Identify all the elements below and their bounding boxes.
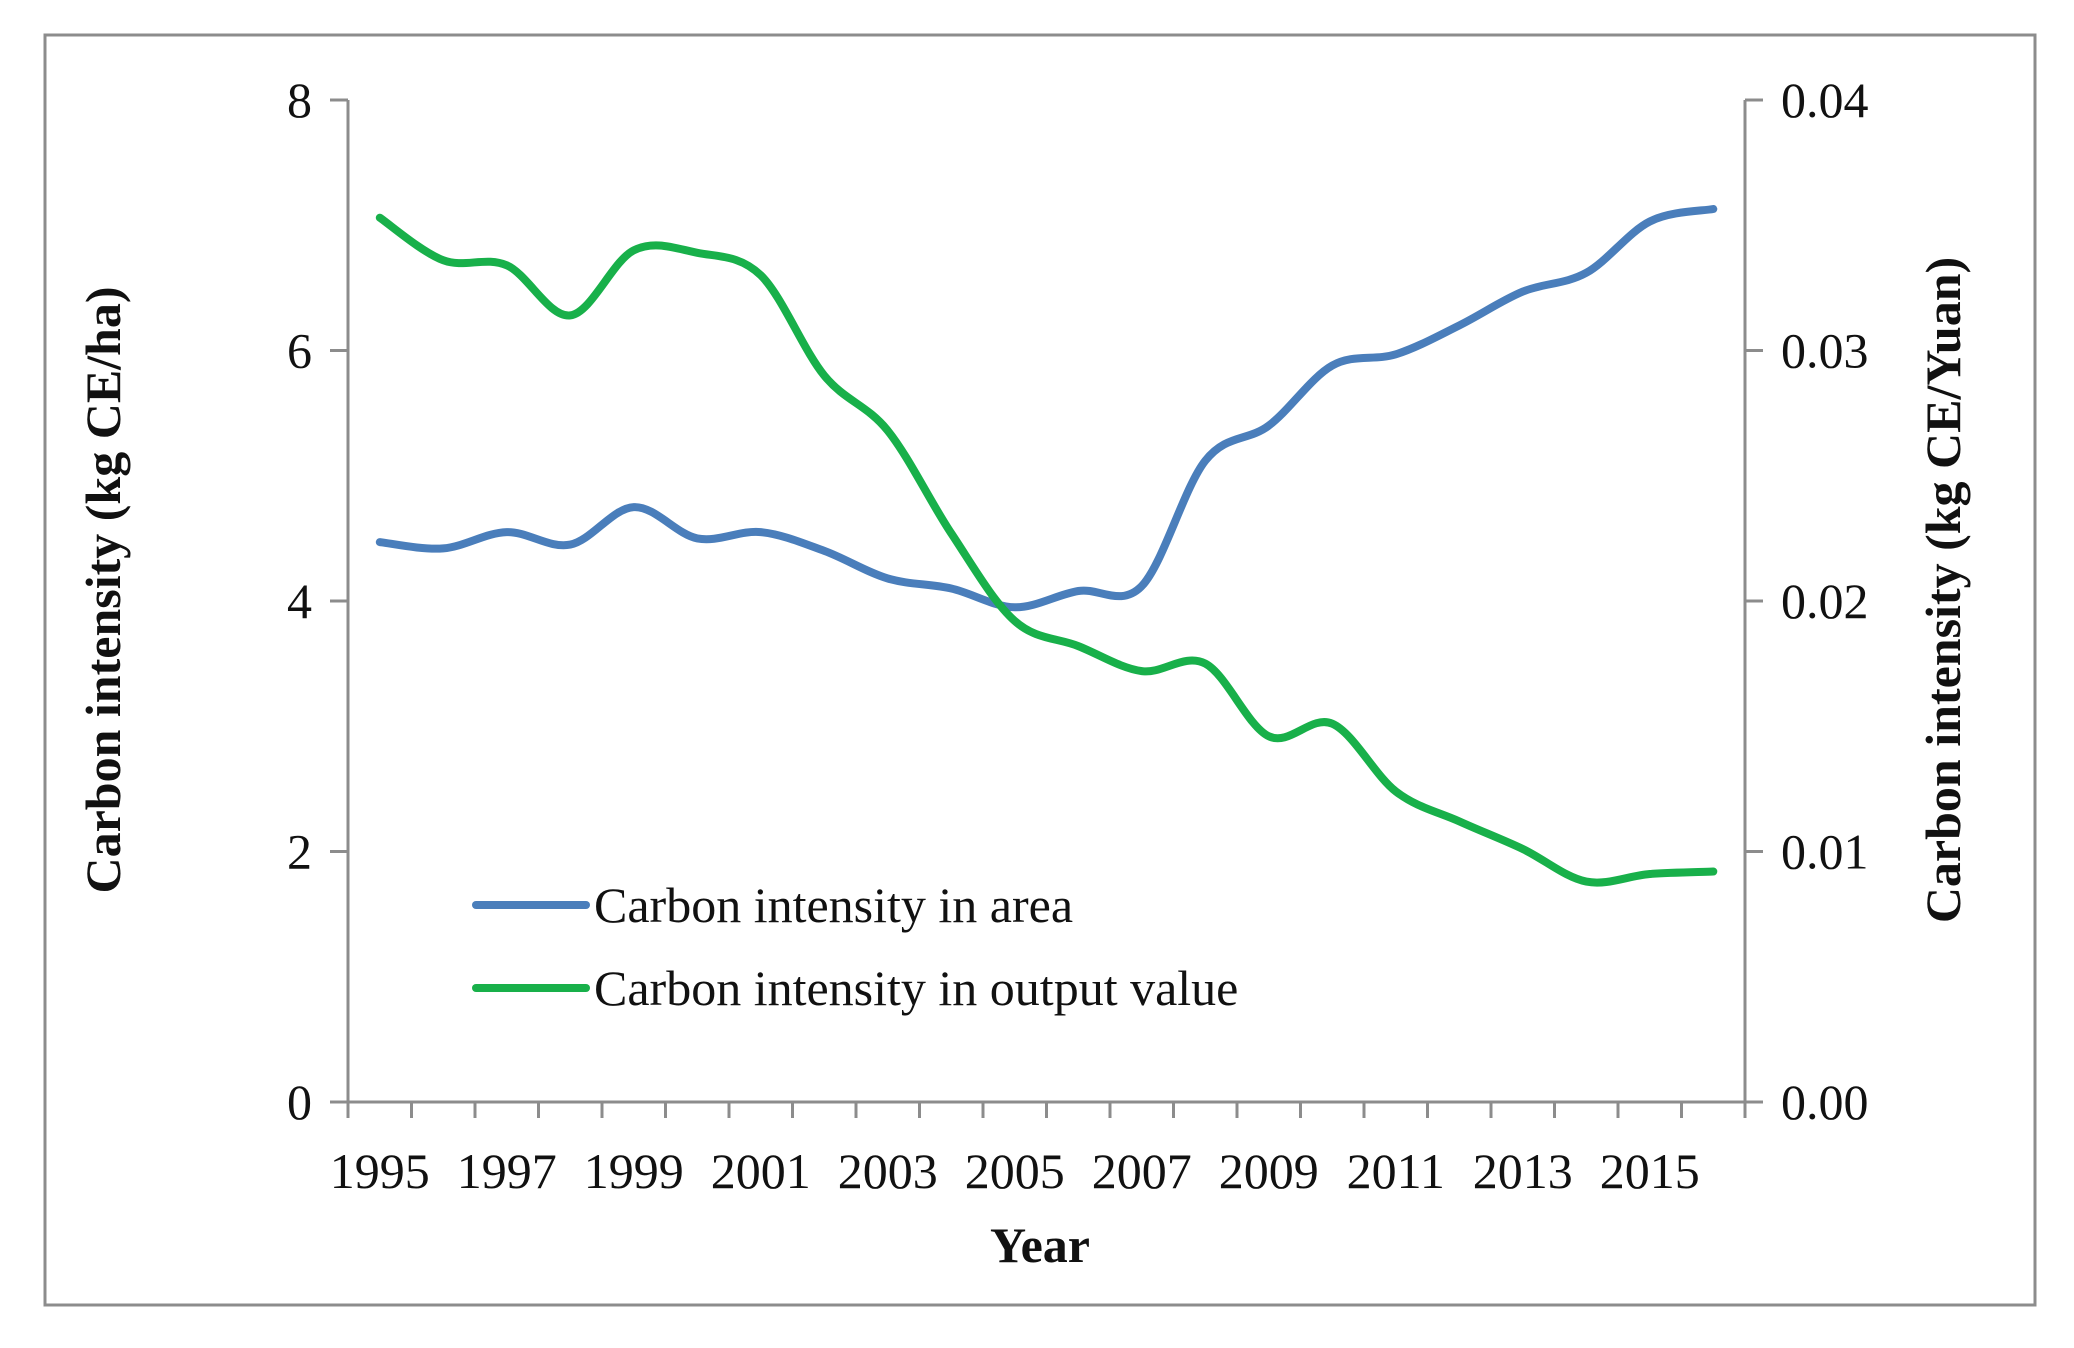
y2-tick-label: 0.01: [1781, 824, 1869, 880]
y-axis-title: Carbon intensity (kg CE/ha): [75, 286, 131, 893]
y-tick-label: 0: [287, 1074, 312, 1130]
x-tick-label: 2009: [1219, 1143, 1319, 1199]
y2-tick-label: 0.02: [1781, 573, 1869, 629]
x-tick-label: 1999: [584, 1143, 684, 1199]
x-tick-label: 2005: [965, 1143, 1065, 1199]
x-tick-label: 2003: [838, 1143, 938, 1199]
x-tick-label: 1997: [457, 1143, 557, 1199]
y-tick-label: 4: [287, 573, 312, 629]
y2-tick-label: 0.00: [1781, 1074, 1869, 1130]
legend: Carbon intensity in area Carbon intensit…: [472, 877, 1238, 1016]
legend-label-area: Carbon intensity in area: [594, 877, 1073, 933]
tick-labels: 0 2 4 6 8 0.00 0.01 0.02 0.03 0.04 1995 1997 1999 200…: [287, 72, 1869, 1199]
x-axis-title: Year: [990, 1217, 1090, 1273]
series-line-area: [375, 205, 1718, 612]
x-tick-label: 2007: [1092, 1143, 1192, 1199]
series-line-output-value: [375, 213, 1718, 887]
y-tick-label: 6: [287, 323, 312, 379]
y-tick-label: 8: [287, 72, 312, 128]
y2-axis-title: Carbon intensity (kg CE/Yuan): [1915, 257, 1971, 923]
y-tick-label: 2: [287, 824, 312, 880]
chart-frame: [43, 33, 2037, 1307]
axes: [330, 98, 1763, 1118]
x-tick-label: 2001: [711, 1143, 811, 1199]
x-tick-label: 2013: [1473, 1143, 1573, 1199]
series-lines: [375, 205, 1718, 887]
x-tick-label: 2015: [1600, 1143, 1700, 1199]
y2-tick-label: 0.04: [1781, 72, 1869, 128]
x-tick-label: 2011: [1347, 1143, 1445, 1199]
legend-label-output-value: Carbon intensity in output value: [594, 960, 1238, 1016]
y2-tick-label: 0.03: [1781, 323, 1869, 379]
x-tick-label: 1995: [330, 1143, 430, 1199]
